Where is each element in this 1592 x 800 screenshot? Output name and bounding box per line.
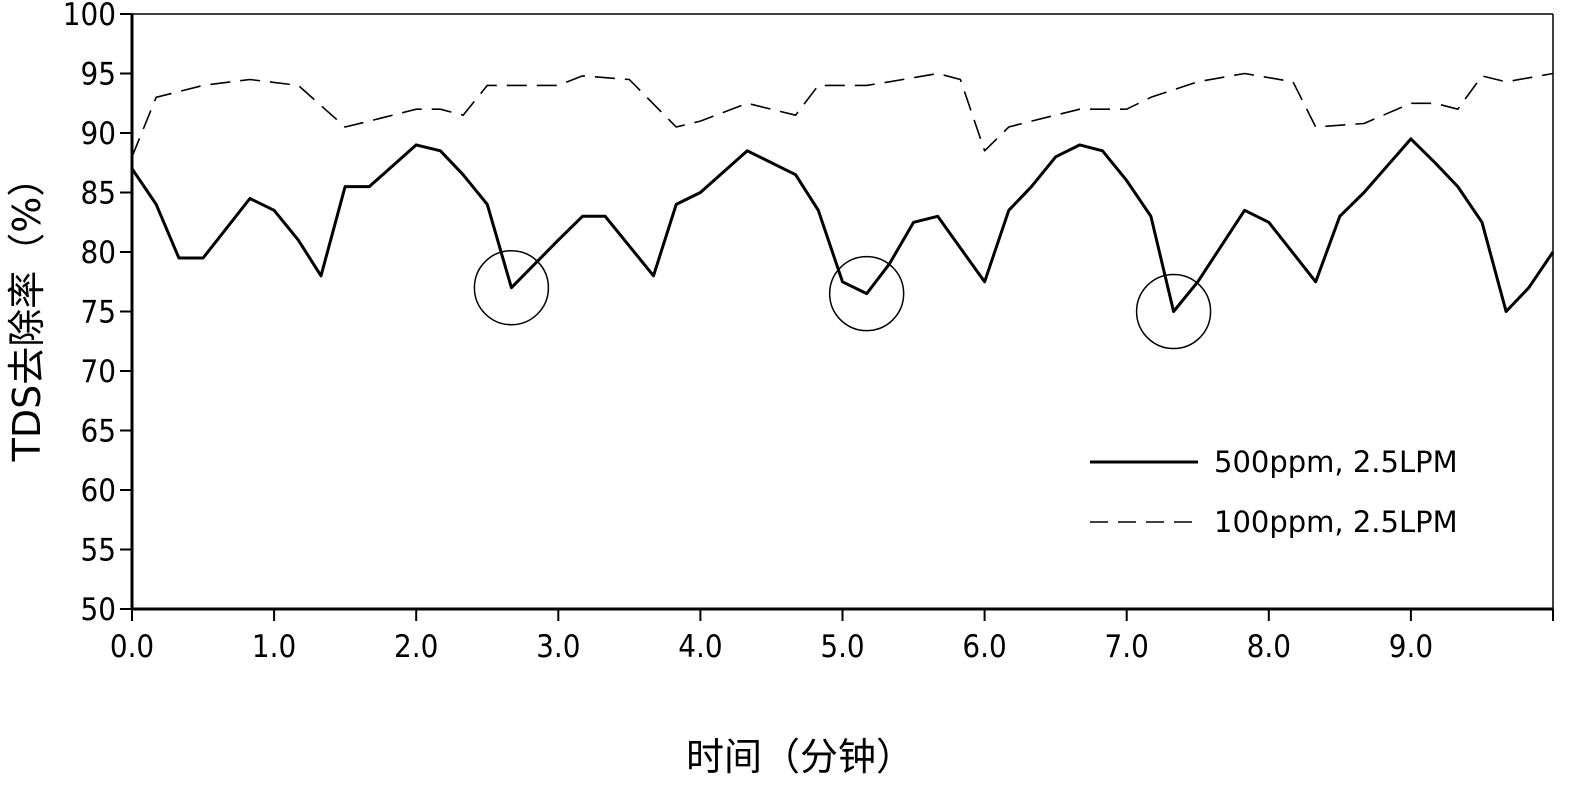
x-tick-label: 4.0: [678, 629, 722, 665]
series-line-500ppm: [130, 137, 1555, 313]
series-layer: [130, 72, 1555, 313]
y-tick-label: 95: [81, 57, 116, 93]
annotation-circle: [473, 249, 550, 326]
y-axis-title: TDS去除率（%）: [5, 159, 49, 463]
x-tick-label: 1.0: [252, 629, 296, 665]
x-tick-label: 5.0: [820, 629, 864, 665]
annotation-layer: [473, 249, 1212, 350]
x-tick-label: 8.0: [1247, 629, 1291, 665]
y-tick-label: 80: [81, 235, 116, 271]
legend-label-500ppm: 500ppm, 2.5LPM: [1214, 445, 1458, 479]
annotation-circle: [828, 255, 905, 332]
y-tick-label: 100: [63, 0, 116, 33]
x-tick-label: 7.0: [1105, 629, 1149, 665]
x-tick-label: 3.0: [536, 629, 580, 665]
y-tick-label: 70: [81, 354, 116, 390]
y-tick-label: 60: [81, 473, 116, 509]
y-tick-label: 50: [81, 592, 116, 628]
legend: 500ppm, 2.5LPM 100ppm, 2.5LPM: [1090, 445, 1458, 539]
y-tick-label: 90: [81, 116, 116, 152]
y-axis-ticks: 50 55 60 65 70 75 80 85 90 95 100: [63, 0, 132, 628]
legend-label-100ppm: 100ppm, 2.5LPM: [1214, 505, 1458, 539]
x-tick-label: 9.0: [1389, 629, 1433, 665]
x-tick-label: 0.0: [110, 629, 154, 665]
y-tick-label: 65: [81, 414, 116, 450]
annotation-circle: [1135, 273, 1212, 350]
x-axis-ticks: 0.0 1.0 2.0 3.0 4.0 5.0 6.0 7.0 8.0 9.0: [110, 609, 1554, 665]
x-tick-label: 6.0: [962, 629, 1006, 665]
y-tick-label: 55: [81, 533, 116, 569]
y-tick-label: 85: [81, 176, 116, 212]
x-tick-label: 2.0: [394, 629, 438, 665]
series-line-100ppm: [131, 72, 1554, 158]
x-axis-title: 时间（分钟）: [686, 735, 914, 779]
y-tick-label: 75: [81, 295, 116, 331]
